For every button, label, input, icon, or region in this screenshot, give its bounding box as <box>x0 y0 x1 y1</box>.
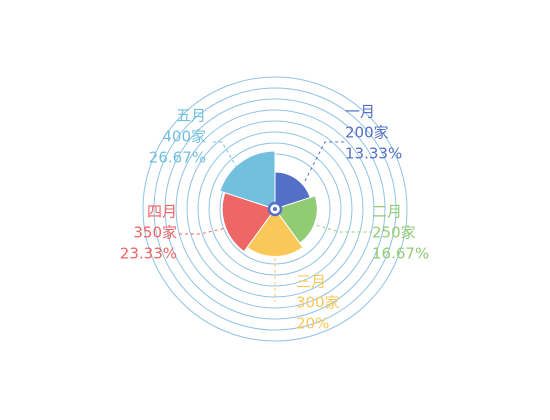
slice-name-label: 三月 <box>296 273 326 291</box>
slice-value-label: 250家 <box>372 224 416 242</box>
slice-labels: 一月 200家 13.33% 二月 250家 16.67% 三月 300家 20% 四月 350家 2… <box>120 103 429 333</box>
background-ring <box>142 76 408 342</box>
background-ring <box>208 142 342 276</box>
slice-percent-label: 20% <box>296 315 329 333</box>
slice-value-label: 300家 <box>296 294 340 312</box>
center-marker-dot <box>273 207 277 211</box>
leader-line <box>304 141 345 182</box>
background-ring <box>175 109 375 309</box>
slice-percent-label: 23.33% <box>120 245 177 263</box>
background-ring <box>197 131 353 287</box>
slice-value-label: 400家 <box>162 128 206 146</box>
center-marker <box>267 201 283 217</box>
slice-name-label: 五月 <box>176 107 206 125</box>
background-ring <box>164 98 386 320</box>
slice-name-label: 一月 <box>345 103 375 121</box>
slice-name-label: 二月 <box>372 203 402 221</box>
rose-slice <box>219 150 276 210</box>
label-leader-lines <box>178 141 372 302</box>
slice-value-label: 350家 <box>133 224 177 242</box>
slice-percent-label: 13.33% <box>345 145 402 163</box>
rose-slice <box>221 192 276 253</box>
rose-slices <box>219 150 318 257</box>
slice-value-label: 200家 <box>345 124 389 142</box>
rose-slice <box>246 208 304 257</box>
leader-line <box>178 225 236 235</box>
rose-slice <box>274 171 311 210</box>
leader-line <box>210 141 238 169</box>
leader-line <box>304 221 372 233</box>
rose-slice <box>274 195 318 244</box>
slice-percent-label: 16.67% <box>372 245 429 263</box>
slice-name-label: 四月 <box>147 203 177 221</box>
background-ring <box>153 87 397 331</box>
slice-percent-label: 26.67% <box>149 149 206 167</box>
